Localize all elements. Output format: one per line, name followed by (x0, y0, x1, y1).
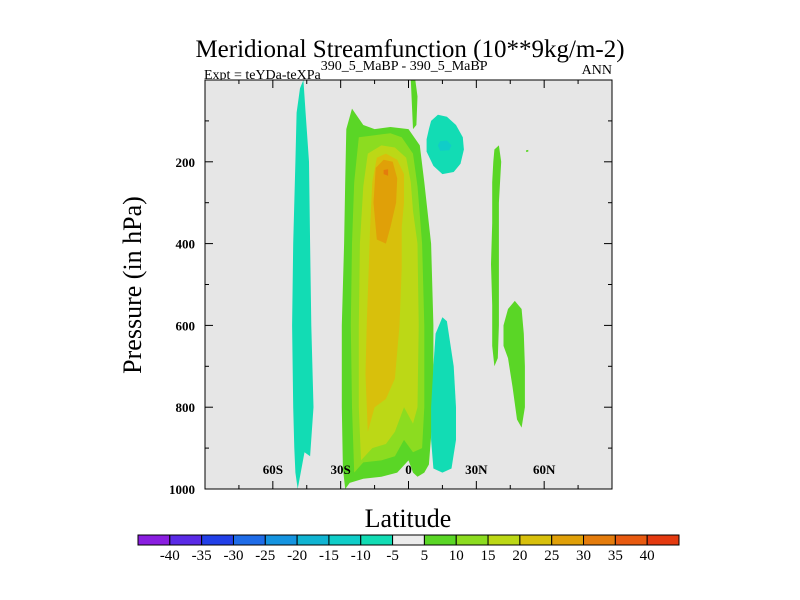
colorbar-swatch (264, 534, 298, 546)
contour-region-sh-negative-cell (292, 80, 314, 489)
colorbar-swatch (201, 534, 234, 546)
contour-region-nh-small-dot (526, 149, 529, 152)
contour-region-nh-positive-column (491, 145, 502, 367)
season-label: ANN (582, 63, 612, 78)
y-tick-label: 800 (176, 400, 196, 415)
colorbar: -40 -35 -30 -25 -20 -15 -10 -5 5 10 15 20 25 30 35 40 (137, 534, 680, 564)
colorbar-swatch (392, 534, 425, 546)
colorbar-swatch (360, 534, 394, 546)
x-tick-label: 60S (263, 462, 283, 477)
colorbar-label: 10 (449, 548, 464, 564)
colorbar-swatch (423, 534, 457, 546)
colorbar-swatch (328, 534, 362, 546)
chart-title: Meridional Streamfunction (10**9kg/m-2) (195, 36, 624, 63)
x-tick-label: 30S (331, 462, 351, 477)
expt-label-main: Expt = teYDa-teXPa (204, 68, 322, 83)
colorbar-label: -15 (319, 548, 339, 564)
colorbar-swatch (551, 534, 585, 546)
contour-region-nh-negative-cell-lower (431, 317, 456, 473)
x-tick-label: 30N (465, 462, 488, 477)
colorbar-label: -10 (351, 548, 371, 564)
colorbar-label: -25 (255, 548, 275, 564)
colorbar-label: -35 (192, 548, 212, 564)
x-tick-label: 0 (405, 462, 412, 477)
x-axis-ticks: 60S 30S 0 30N 60N (263, 80, 556, 489)
colorbar-label: 40 (640, 548, 655, 564)
y-tick-label: 400 (176, 237, 196, 252)
expt-label: Expt = teYDa-teXPa390_5_MaBP - 390_5_MaB… (204, 59, 488, 83)
colorbar-swatch (169, 534, 203, 546)
contour-region-nh-positive-lobe (503, 300, 525, 428)
contour-region-main-positive-cell-20 (365, 153, 404, 432)
colorbar-label: -40 (160, 548, 180, 564)
contour-region-nh-negative-cell-upper-inner (437, 140, 452, 151)
plot-area: 60S 30S 0 30N 60N 200 400 600 800 1000 (169, 79, 613, 497)
colorbar-label: 15 (481, 548, 496, 564)
y-tick-label: 600 (176, 318, 196, 333)
contour-region-main-positive-cell-25 (373, 159, 398, 244)
colorbar-label: 5 (421, 548, 429, 564)
minor-ticks (205, 80, 612, 489)
colorbar-label: -20 (287, 548, 307, 564)
colorbar-label: -30 (223, 548, 243, 564)
colorbar-label: -5 (386, 548, 399, 564)
colorbar-label: 20 (512, 548, 527, 564)
y-tick-label: 200 (176, 155, 196, 170)
contour-region-equatorial-column-top (410, 80, 418, 130)
colorbar-swatch (487, 534, 521, 546)
expt-label-superscript: 390_5_MaBP - 390_5_MaBP (321, 59, 488, 74)
colorbar-swatch (232, 534, 266, 546)
colorbar-swatch (646, 534, 680, 546)
colorbar-swatch (137, 534, 171, 546)
y-axis-title: Pressure (in hPa) (118, 196, 147, 374)
colorbar-swatch (614, 534, 648, 546)
colorbar-swatch (296, 534, 330, 546)
colorbar-swatch (519, 534, 553, 546)
colorbar-swatch (455, 534, 489, 546)
y-axis-ticks: 200 400 600 800 1000 (169, 155, 612, 497)
x-tick-label: 60N (533, 462, 556, 477)
y-tick-label: 1000 (169, 482, 195, 497)
contour-regions (292, 80, 529, 489)
colorbar-label: 30 (576, 548, 591, 564)
colorbar-swatch (583, 534, 616, 546)
contour-region-main-positive-cell-30 (383, 169, 389, 176)
colorbar-label: 35 (608, 548, 623, 564)
x-axis-title: Latitude (365, 504, 452, 533)
colorbar-label: 25 (544, 548, 559, 564)
